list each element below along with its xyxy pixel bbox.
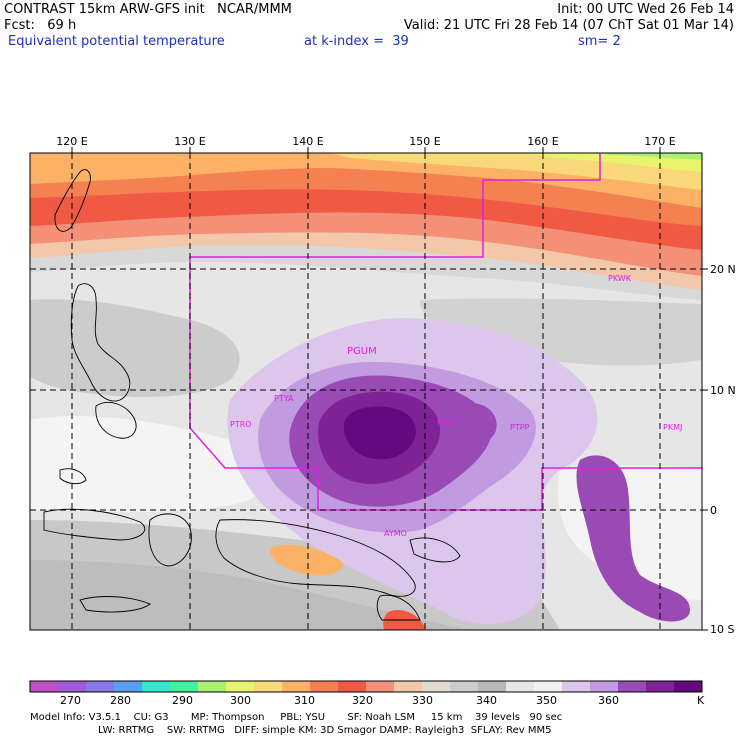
station-pkwk: PKWK	[608, 274, 632, 283]
lon-label-140e: 140 E	[292, 135, 323, 148]
lat-label-20n: 20 N	[710, 263, 736, 276]
lat-label-10s: 10 S	[710, 623, 734, 636]
init-time: Init: 00 UTC Wed 26 Feb 14	[557, 2, 734, 17]
colorbar-swatch	[114, 681, 143, 692]
colorbar-swatch	[142, 681, 171, 692]
colorbar-swatch	[86, 681, 115, 692]
lon-label-130e: 130 E	[174, 135, 205, 148]
colorbar-label-340: 340	[476, 694, 497, 707]
field-name: Equivalent potential temperature	[8, 34, 225, 49]
station-ptkk: PTKK	[437, 418, 458, 427]
lon-label-150e: 150 E	[409, 135, 440, 148]
station-pkmj: PKMJ	[663, 423, 682, 432]
colorbar-swatch	[534, 681, 563, 692]
forecast-hour: Fcst: 69 h	[4, 18, 77, 33]
valid-time: Valid: 21 UTC Fri 28 Feb 14 (07 ChT Sat …	[403, 18, 734, 33]
colorbar-swatch	[674, 681, 703, 692]
frame-ticks	[71, 147, 708, 631]
station-ptya: PTYA	[274, 394, 294, 403]
lat-label-10n: 10 N	[710, 384, 736, 397]
colorbar-label-270: 270	[60, 694, 81, 707]
model-title: CONTRAST 15km ARW-GFS init NCAR/MMM	[4, 2, 292, 17]
colorbar-label-280: 280	[110, 694, 131, 707]
colorbar-swatch	[226, 681, 255, 692]
map-frame	[29, 152, 703, 631]
colorbar-swatch	[450, 681, 479, 692]
station-ptpp: PTPP	[510, 423, 530, 432]
colorbar-swatch	[590, 681, 619, 692]
colorbar-swatch	[310, 681, 339, 692]
model-info-line2: LW: RRTMG SW: RRTMG DIFF: simple KM: 3D …	[98, 725, 552, 736]
station-aymo: AYMO	[384, 529, 407, 538]
coastlines	[43, 169, 461, 621]
colorbar-swatch	[58, 681, 87, 692]
lat-label-0: 0	[710, 504, 717, 517]
colorbar	[29, 680, 703, 693]
colorbar-swatch	[618, 681, 647, 692]
colorbar-unit: K	[697, 694, 705, 707]
k-index: at k-index = 39	[304, 34, 409, 49]
colorbar-label-300: 300	[230, 694, 251, 707]
colorbar-label-310: 310	[294, 694, 315, 707]
contour-field	[30, 153, 702, 630]
colorbar-swatch	[170, 681, 199, 692]
colorbar-swatch	[422, 681, 451, 692]
lat-lon-grid	[30, 153, 702, 630]
colorbar-swatch	[646, 681, 675, 692]
colorbar-swatch	[506, 681, 535, 692]
colorbar-label-360: 360	[598, 694, 619, 707]
lon-label-120e: 120 E	[56, 135, 87, 148]
colorbar-swatch	[338, 681, 367, 692]
smoothing: sm= 2	[578, 34, 621, 49]
lon-label-160e: 160 E	[527, 135, 558, 148]
station-ptro: PTRO	[230, 420, 252, 429]
colorbar-label-290: 290	[172, 694, 193, 707]
model-info-line1: Model Info: V3.5.1 CU: G3 MP: Thompson P…	[30, 712, 563, 723]
colorbar-swatch	[30, 681, 59, 692]
colorbar-swatch	[478, 681, 507, 692]
colorbar-swatch	[282, 681, 311, 692]
colorbar-swatch	[198, 681, 227, 692]
colorbar-label-350: 350	[536, 694, 557, 707]
station-pgum: PGUM	[347, 346, 377, 357]
colorbar-swatch	[562, 681, 591, 692]
colorbar-swatch	[366, 681, 395, 692]
colorbar-label-320: 320	[352, 694, 373, 707]
colorbar-label-330: 330	[412, 694, 433, 707]
colorbar-frame	[29, 680, 703, 693]
colorbar-swatch	[394, 681, 423, 692]
domain-boundary	[189, 153, 702, 511]
lon-label-170e: 170 E	[644, 135, 675, 148]
colorbar-swatch	[254, 681, 283, 692]
